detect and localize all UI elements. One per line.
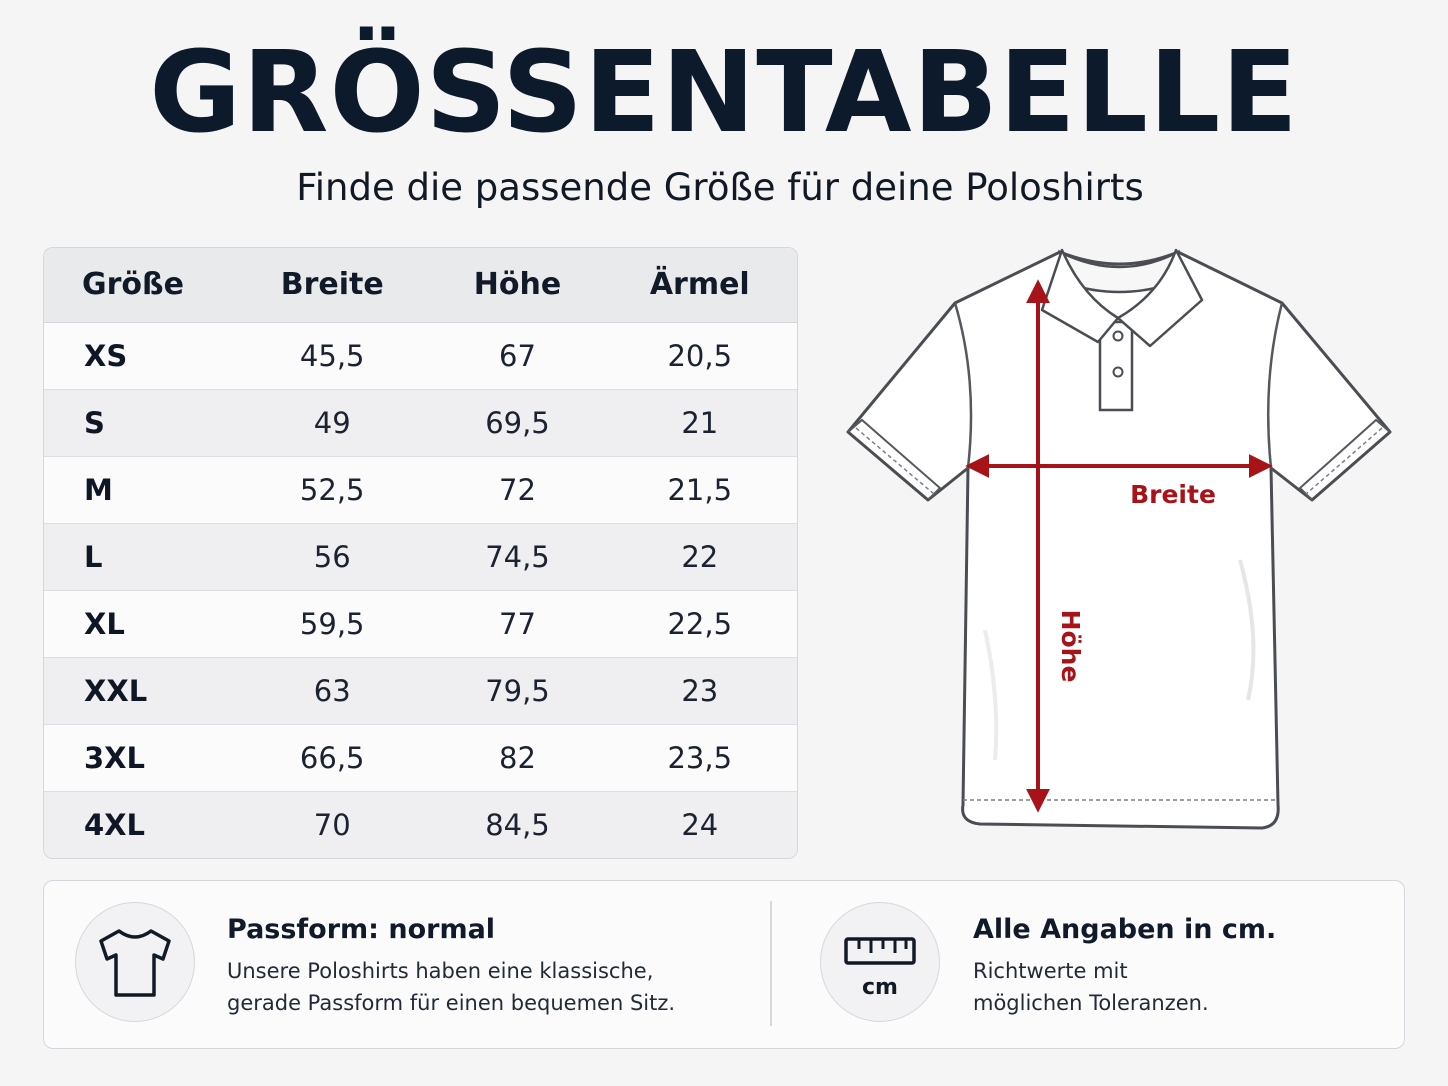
fit-title: Passform: normal — [227, 914, 496, 945]
table-row: S 49 69,5 21 — [44, 389, 797, 456]
size-cell: XS — [84, 338, 128, 373]
page-subtitle: Finde die passende Größe für deine Polos… — [296, 166, 1144, 209]
page-title: GRÖSSENTABELLE — [149, 28, 1299, 158]
width-cell: 66,5 — [299, 740, 365, 775]
sleeve-cell: 20,5 — [667, 338, 733, 373]
table-row: XL 59,5 77 22,5 — [44, 590, 797, 657]
fit-description-line-1: Unsere Poloshirts haben eine klassische, — [227, 959, 654, 983]
sleeve-cell: 23 — [681, 673, 719, 708]
ruler-unit-label: cm — [862, 975, 898, 1000]
size-cell: XL — [84, 606, 125, 641]
units-title: Alle Angaben in cm. — [973, 914, 1277, 945]
size-cell: 3XL — [84, 740, 146, 775]
table-row: 4XL 70 84,5 24 — [44, 791, 797, 858]
units-icon-circle: cm — [820, 902, 940, 1022]
width-cell: 49 — [313, 405, 351, 440]
polo-shirt-diagram: Breite Höhe — [846, 248, 1392, 830]
size-cell: 4XL — [84, 807, 146, 842]
size-cell: S — [84, 405, 105, 440]
height-cell: 72 — [499, 472, 536, 507]
column-header-size: Größe — [44, 248, 232, 323]
height-measure-label: Höhe — [1056, 610, 1085, 683]
height-cell: 77 — [499, 606, 536, 641]
width-cell: 56 — [313, 539, 351, 574]
sleeve-cell: 24 — [681, 807, 719, 842]
info-card: Passform: normal Unsere Poloshirts haben… — [43, 880, 1405, 1049]
fit-icon-circle — [75, 902, 195, 1022]
size-table-card: Größe Breite Höhe Ärmel XS 45,5 67 20,5 … — [43, 247, 798, 859]
ruler-icon: cm — [844, 937, 916, 1000]
width-cell: 59,5 — [299, 606, 365, 641]
size-cell: L — [84, 539, 103, 574]
sleeve-cell: 22,5 — [667, 606, 733, 641]
sleeve-cell: 23,5 — [667, 740, 733, 775]
size-cell: XXL — [84, 673, 148, 708]
column-header-sleeve: Ärmel — [602, 248, 797, 323]
units-description-line-1: Richtwerte mit — [973, 959, 1128, 983]
table-row: L 56 74,5 22 — [44, 523, 797, 590]
table-header-row: Größe Breite Höhe Ärmel — [44, 248, 797, 323]
height-cell: 79,5 — [485, 673, 550, 708]
sleeve-cell: 21,5 — [667, 472, 733, 507]
info-divider — [770, 901, 772, 1026]
table-row: M 52,5 72 21,5 — [44, 456, 797, 523]
width-cell: 63 — [313, 673, 351, 708]
size-cell: M — [84, 472, 113, 507]
height-cell: 69,5 — [485, 405, 550, 440]
fit-description-line-2: gerade Passform für einen bequemen Sitz. — [227, 991, 676, 1015]
height-cell: 67 — [499, 338, 536, 373]
width-cell: 52,5 — [299, 472, 365, 507]
units-description-line-2: möglichen Toleranzen. — [973, 991, 1209, 1015]
height-cell: 84,5 — [485, 807, 550, 842]
table-row: XS 45,5 67 20,5 — [44, 322, 797, 389]
sleeve-cell: 22 — [681, 539, 719, 574]
column-header-width: Breite — [232, 248, 433, 323]
height-cell: 82 — [499, 740, 536, 775]
width-measure-label: Breite — [1130, 480, 1216, 509]
tshirt-icon — [99, 929, 171, 997]
sleeve-cell: 21 — [681, 405, 719, 440]
width-cell: 70 — [313, 807, 351, 842]
width-cell: 45,5 — [299, 338, 365, 373]
column-header-height: Höhe — [432, 248, 603, 323]
shirt-body-outline — [846, 250, 1392, 830]
height-cell: 74,5 — [485, 539, 550, 574]
table-row: 3XL 66,5 82 23,5 — [44, 724, 797, 791]
table-row: XXL 63 79,5 23 — [44, 657, 797, 724]
size-table: Größe Breite Höhe Ärmel XS 45,5 67 20,5 … — [44, 248, 797, 858]
